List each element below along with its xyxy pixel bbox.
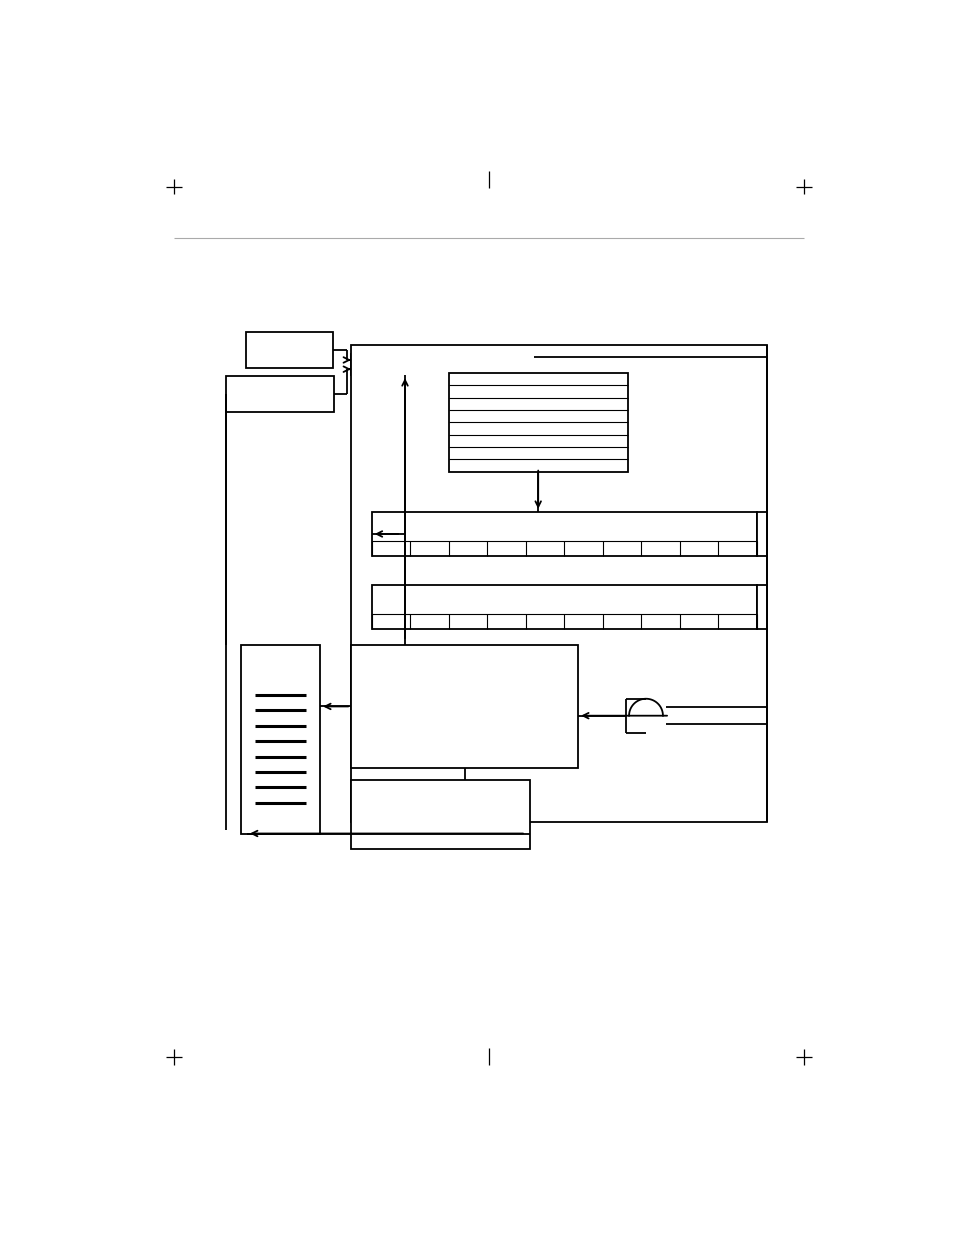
Bar (372, 585, 756, 630)
Bar (351, 345, 766, 823)
Bar (351, 779, 529, 848)
Bar (756, 511, 766, 556)
Bar (226, 377, 334, 411)
Bar (246, 332, 333, 368)
Bar (449, 373, 627, 472)
Bar (756, 585, 766, 630)
Bar (351, 353, 533, 375)
Bar (372, 511, 756, 556)
Bar (351, 645, 578, 768)
Bar (241, 645, 320, 834)
